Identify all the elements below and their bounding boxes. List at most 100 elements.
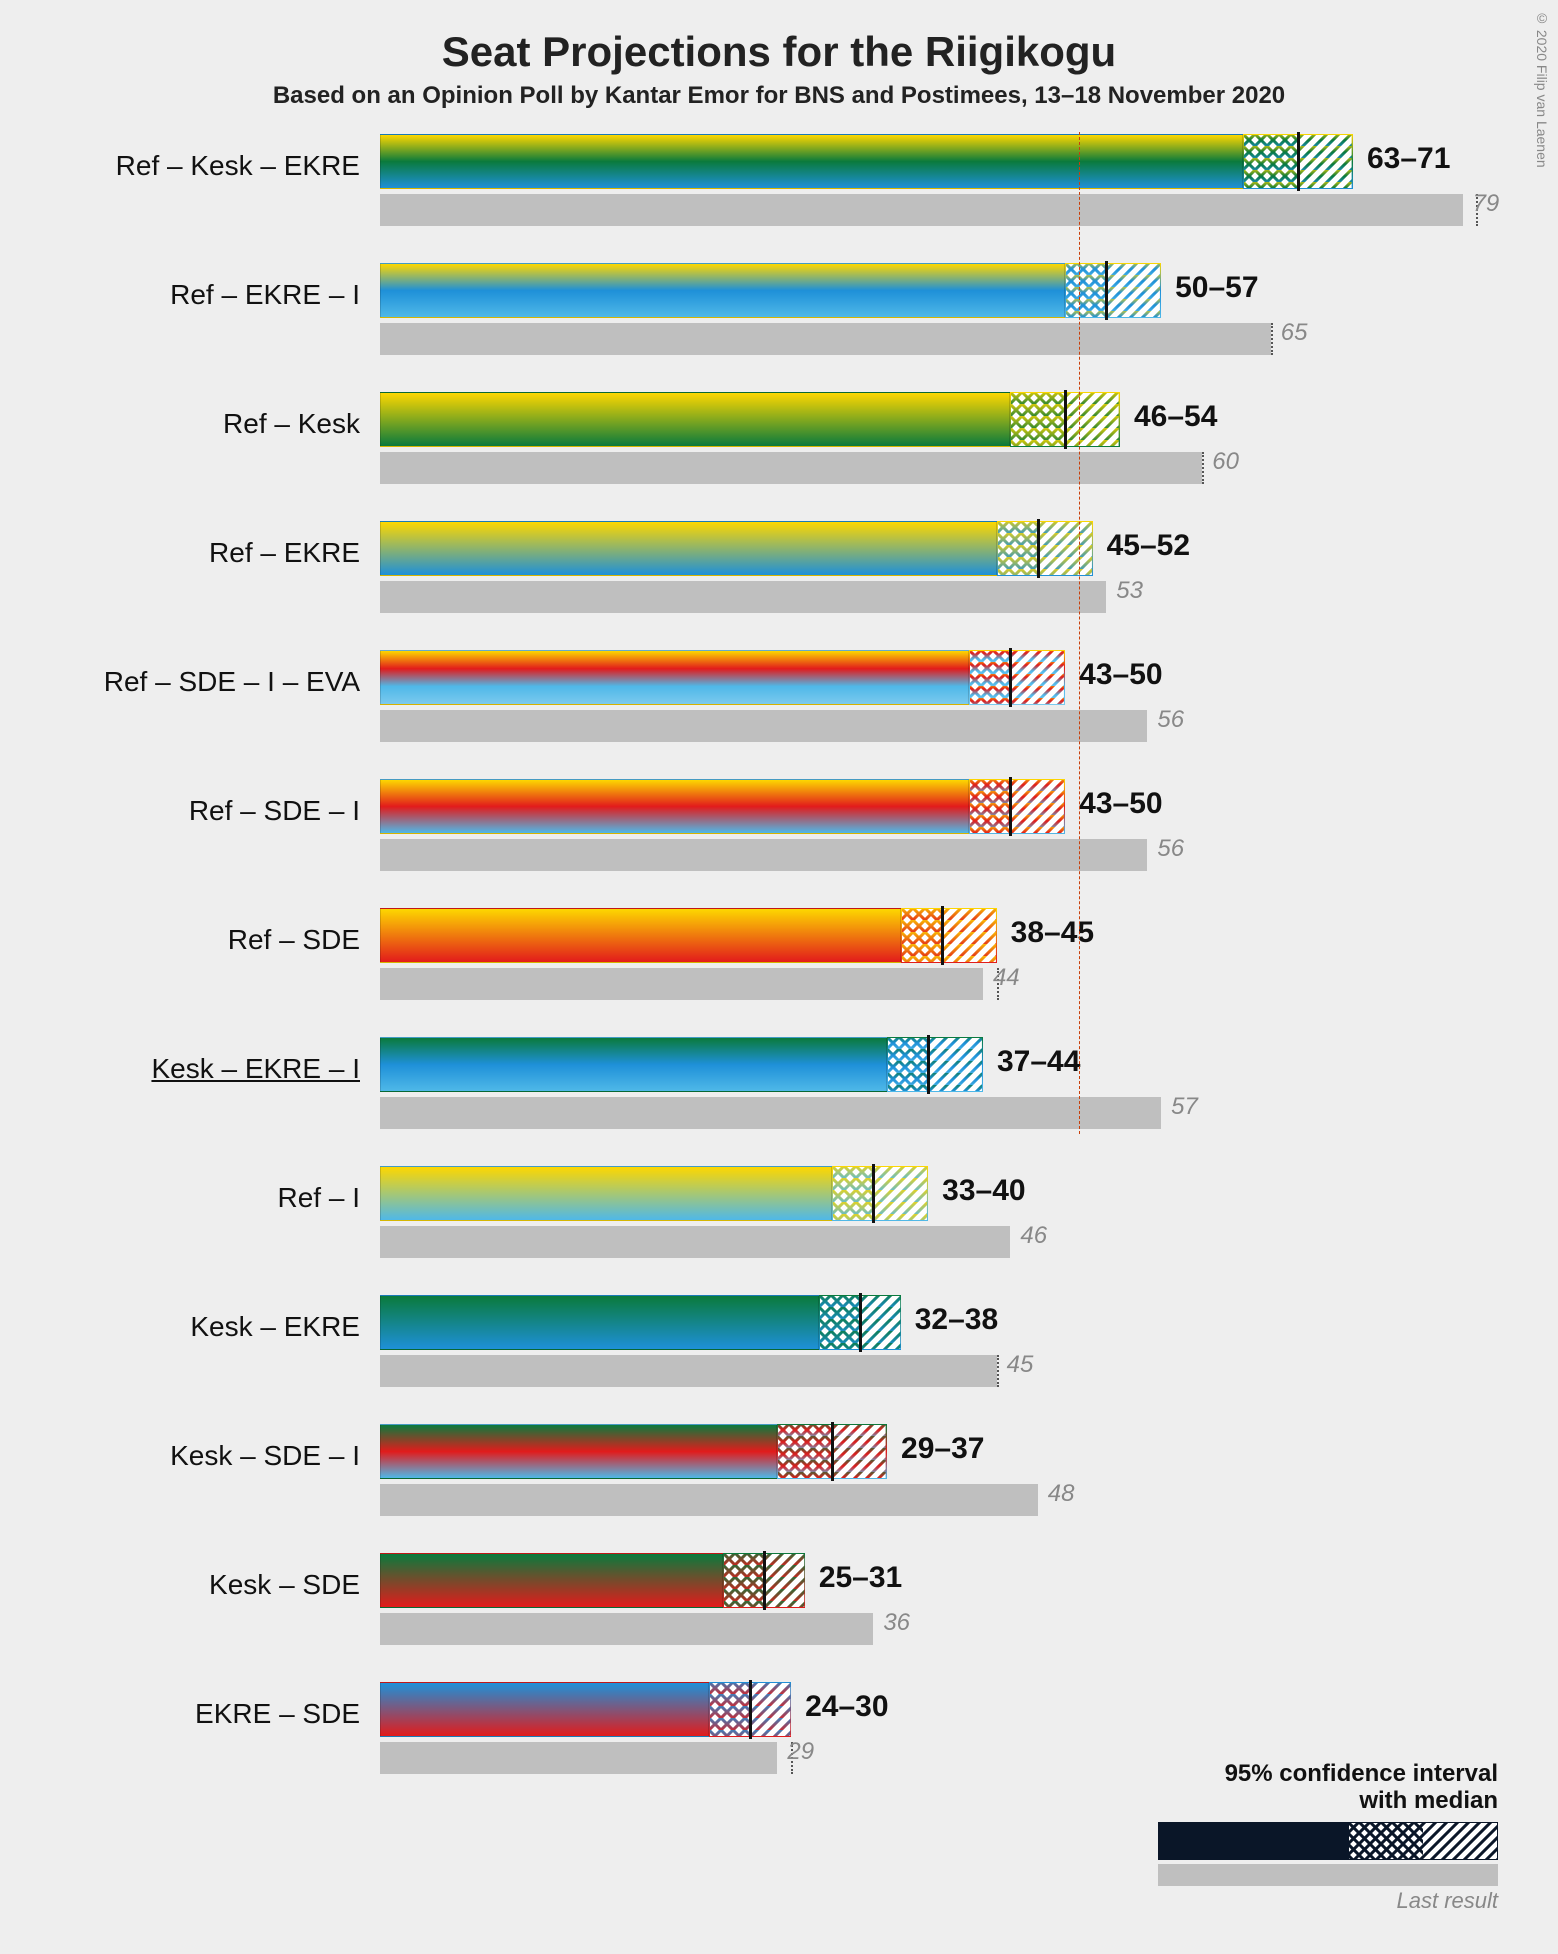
last-result-bar bbox=[380, 1742, 777, 1774]
range-label: 45–52 bbox=[1107, 529, 1190, 563]
median-marker bbox=[1009, 777, 1012, 836]
plot-area: 63–71 79 bbox=[380, 128, 1498, 257]
legend-last-bar bbox=[1158, 1864, 1498, 1886]
plot-area: 25–3136 bbox=[380, 1547, 1498, 1676]
last-result-label: 57 bbox=[1171, 1093, 1198, 1121]
coalition-label: Ref – SDE bbox=[40, 924, 360, 956]
plot-area: 43–50 56 bbox=[380, 773, 1498, 902]
coalition-label: Ref – Kesk bbox=[40, 408, 360, 440]
last-result-bar bbox=[380, 1613, 873, 1645]
coalition-row: Kesk – SDE 25–3136 bbox=[40, 1547, 1498, 1676]
confidence-interval bbox=[887, 1037, 983, 1092]
last-result-bar bbox=[380, 323, 1271, 355]
last-result-bar bbox=[380, 194, 1463, 226]
coalition-label: Ref – Kesk – EKRE bbox=[40, 150, 360, 182]
coalition-label: EKRE – SDE bbox=[40, 1698, 360, 1730]
coalition-row: Ref – Kesk 46–5460 bbox=[40, 386, 1498, 515]
last-result-bar bbox=[380, 1484, 1038, 1516]
coalition-row: Ref – SDE 38–45 44 bbox=[40, 902, 1498, 1031]
confidence-interval bbox=[901, 908, 997, 963]
last-result-bar bbox=[380, 1226, 1010, 1258]
median-marker bbox=[763, 1551, 766, 1610]
plot-area: 38–45 44 bbox=[380, 902, 1498, 1031]
projection-bar bbox=[380, 521, 997, 576]
plot-area: 45–52 53 bbox=[380, 515, 1498, 644]
projection-bar bbox=[380, 263, 1065, 318]
projection-bar bbox=[380, 1553, 723, 1608]
coalition-row: Ref – SDE – I 43–50 56 bbox=[40, 773, 1498, 902]
coalition-row: Kesk – EKRE – I 37–44 57 bbox=[40, 1031, 1498, 1160]
coalition-label: Ref – EKRE bbox=[40, 537, 360, 569]
median-marker bbox=[749, 1680, 752, 1739]
median-marker bbox=[941, 906, 944, 965]
median-marker bbox=[1105, 261, 1108, 320]
legend-last-label: Last result bbox=[1158, 1888, 1498, 1914]
last-result-label: 60 bbox=[1212, 448, 1239, 476]
projection-bar bbox=[380, 134, 1243, 189]
median-marker bbox=[859, 1293, 862, 1352]
median-marker bbox=[1037, 519, 1040, 578]
last-result-label: 56 bbox=[1157, 706, 1184, 734]
coalition-row: Ref – SDE – I – EVA 43–50 56 bbox=[40, 644, 1498, 773]
range-label: 32–38 bbox=[915, 1303, 998, 1337]
last-result-bar bbox=[380, 968, 983, 1000]
plot-area: 32–38 45 bbox=[380, 1289, 1498, 1418]
plot-area: 37–44 57 bbox=[380, 1031, 1498, 1160]
plot-area: 33–40 46 bbox=[380, 1160, 1498, 1289]
projection-bar bbox=[380, 1166, 832, 1221]
range-label: 24–30 bbox=[805, 1690, 888, 1724]
last-result-bar bbox=[380, 839, 1147, 871]
copyright-text: © 2020 Filip van Laenen bbox=[1534, 10, 1550, 168]
last-result-label: 53 bbox=[1116, 577, 1143, 605]
projection-bar bbox=[380, 908, 901, 963]
last-result-label: 65 bbox=[1281, 319, 1308, 347]
last-result-label: 45 bbox=[1007, 1351, 1034, 1379]
range-label: 38–45 bbox=[1011, 916, 1094, 950]
last-result-label: 56 bbox=[1157, 835, 1184, 863]
plot-area: 50–57 65 bbox=[380, 257, 1498, 386]
coalition-label: Ref – SDE – I bbox=[40, 795, 360, 827]
legend-ci-text: 95% confidence interval with median bbox=[1158, 1761, 1498, 1814]
coalition-label: Ref – I bbox=[40, 1182, 360, 1214]
last-result-bar bbox=[380, 1097, 1161, 1129]
last-result-bar bbox=[380, 581, 1106, 613]
median-marker bbox=[831, 1422, 834, 1481]
range-label: 43–50 bbox=[1079, 658, 1162, 692]
last-result-label: 79 bbox=[1473, 190, 1500, 218]
last-result-label: 36 bbox=[883, 1609, 910, 1637]
median-marker bbox=[1064, 390, 1067, 449]
projection-bar bbox=[380, 779, 969, 834]
range-label: 33–40 bbox=[942, 1174, 1025, 1208]
last-result-label: 44 bbox=[993, 964, 1020, 992]
coalition-row: Kesk – SDE – I 29–3748 bbox=[40, 1418, 1498, 1547]
projection-bar bbox=[380, 650, 969, 705]
coalition-row: Kesk – EKRE 32–38 45 bbox=[40, 1289, 1498, 1418]
last-result-bar bbox=[380, 710, 1147, 742]
projection-bar bbox=[380, 1037, 887, 1092]
coalition-label: Kesk – EKRE – I bbox=[40, 1053, 360, 1085]
range-label: 50–57 bbox=[1175, 271, 1258, 305]
coalition-row: Ref – Kesk – EKRE 63–71 79 bbox=[40, 128, 1498, 257]
coalition-label: Ref – SDE – I – EVA bbox=[40, 666, 360, 698]
coalition-label: Kesk – SDE – I bbox=[40, 1440, 360, 1472]
plot-area: 29–3748 bbox=[380, 1418, 1498, 1547]
projection-bar bbox=[380, 1682, 709, 1737]
range-label: 37–44 bbox=[997, 1045, 1080, 1079]
confidence-interval bbox=[1065, 263, 1161, 318]
median-marker bbox=[1009, 648, 1012, 707]
coalition-label: Kesk – EKRE bbox=[40, 1311, 360, 1343]
last-result-label: 46 bbox=[1020, 1222, 1047, 1250]
range-label: 63–71 bbox=[1367, 142, 1450, 176]
last-result-label: 48 bbox=[1048, 1480, 1075, 1508]
legend-ci-line2: with median bbox=[1359, 1787, 1498, 1814]
range-label: 43–50 bbox=[1079, 787, 1162, 821]
median-marker bbox=[1297, 132, 1300, 191]
last-result-label: 29 bbox=[787, 1738, 814, 1766]
chart-title: Seat Projections for the Riigikogu bbox=[0, 0, 1558, 76]
confidence-interval bbox=[997, 521, 1093, 576]
coalition-label: Ref – EKRE – I bbox=[40, 279, 360, 311]
legend-ci-line1: 95% confidence interval bbox=[1225, 1760, 1498, 1787]
last-result-bar bbox=[380, 452, 1202, 484]
plot-area: 43–50 56 bbox=[380, 644, 1498, 773]
coalition-label: Kesk – SDE bbox=[40, 1569, 360, 1601]
